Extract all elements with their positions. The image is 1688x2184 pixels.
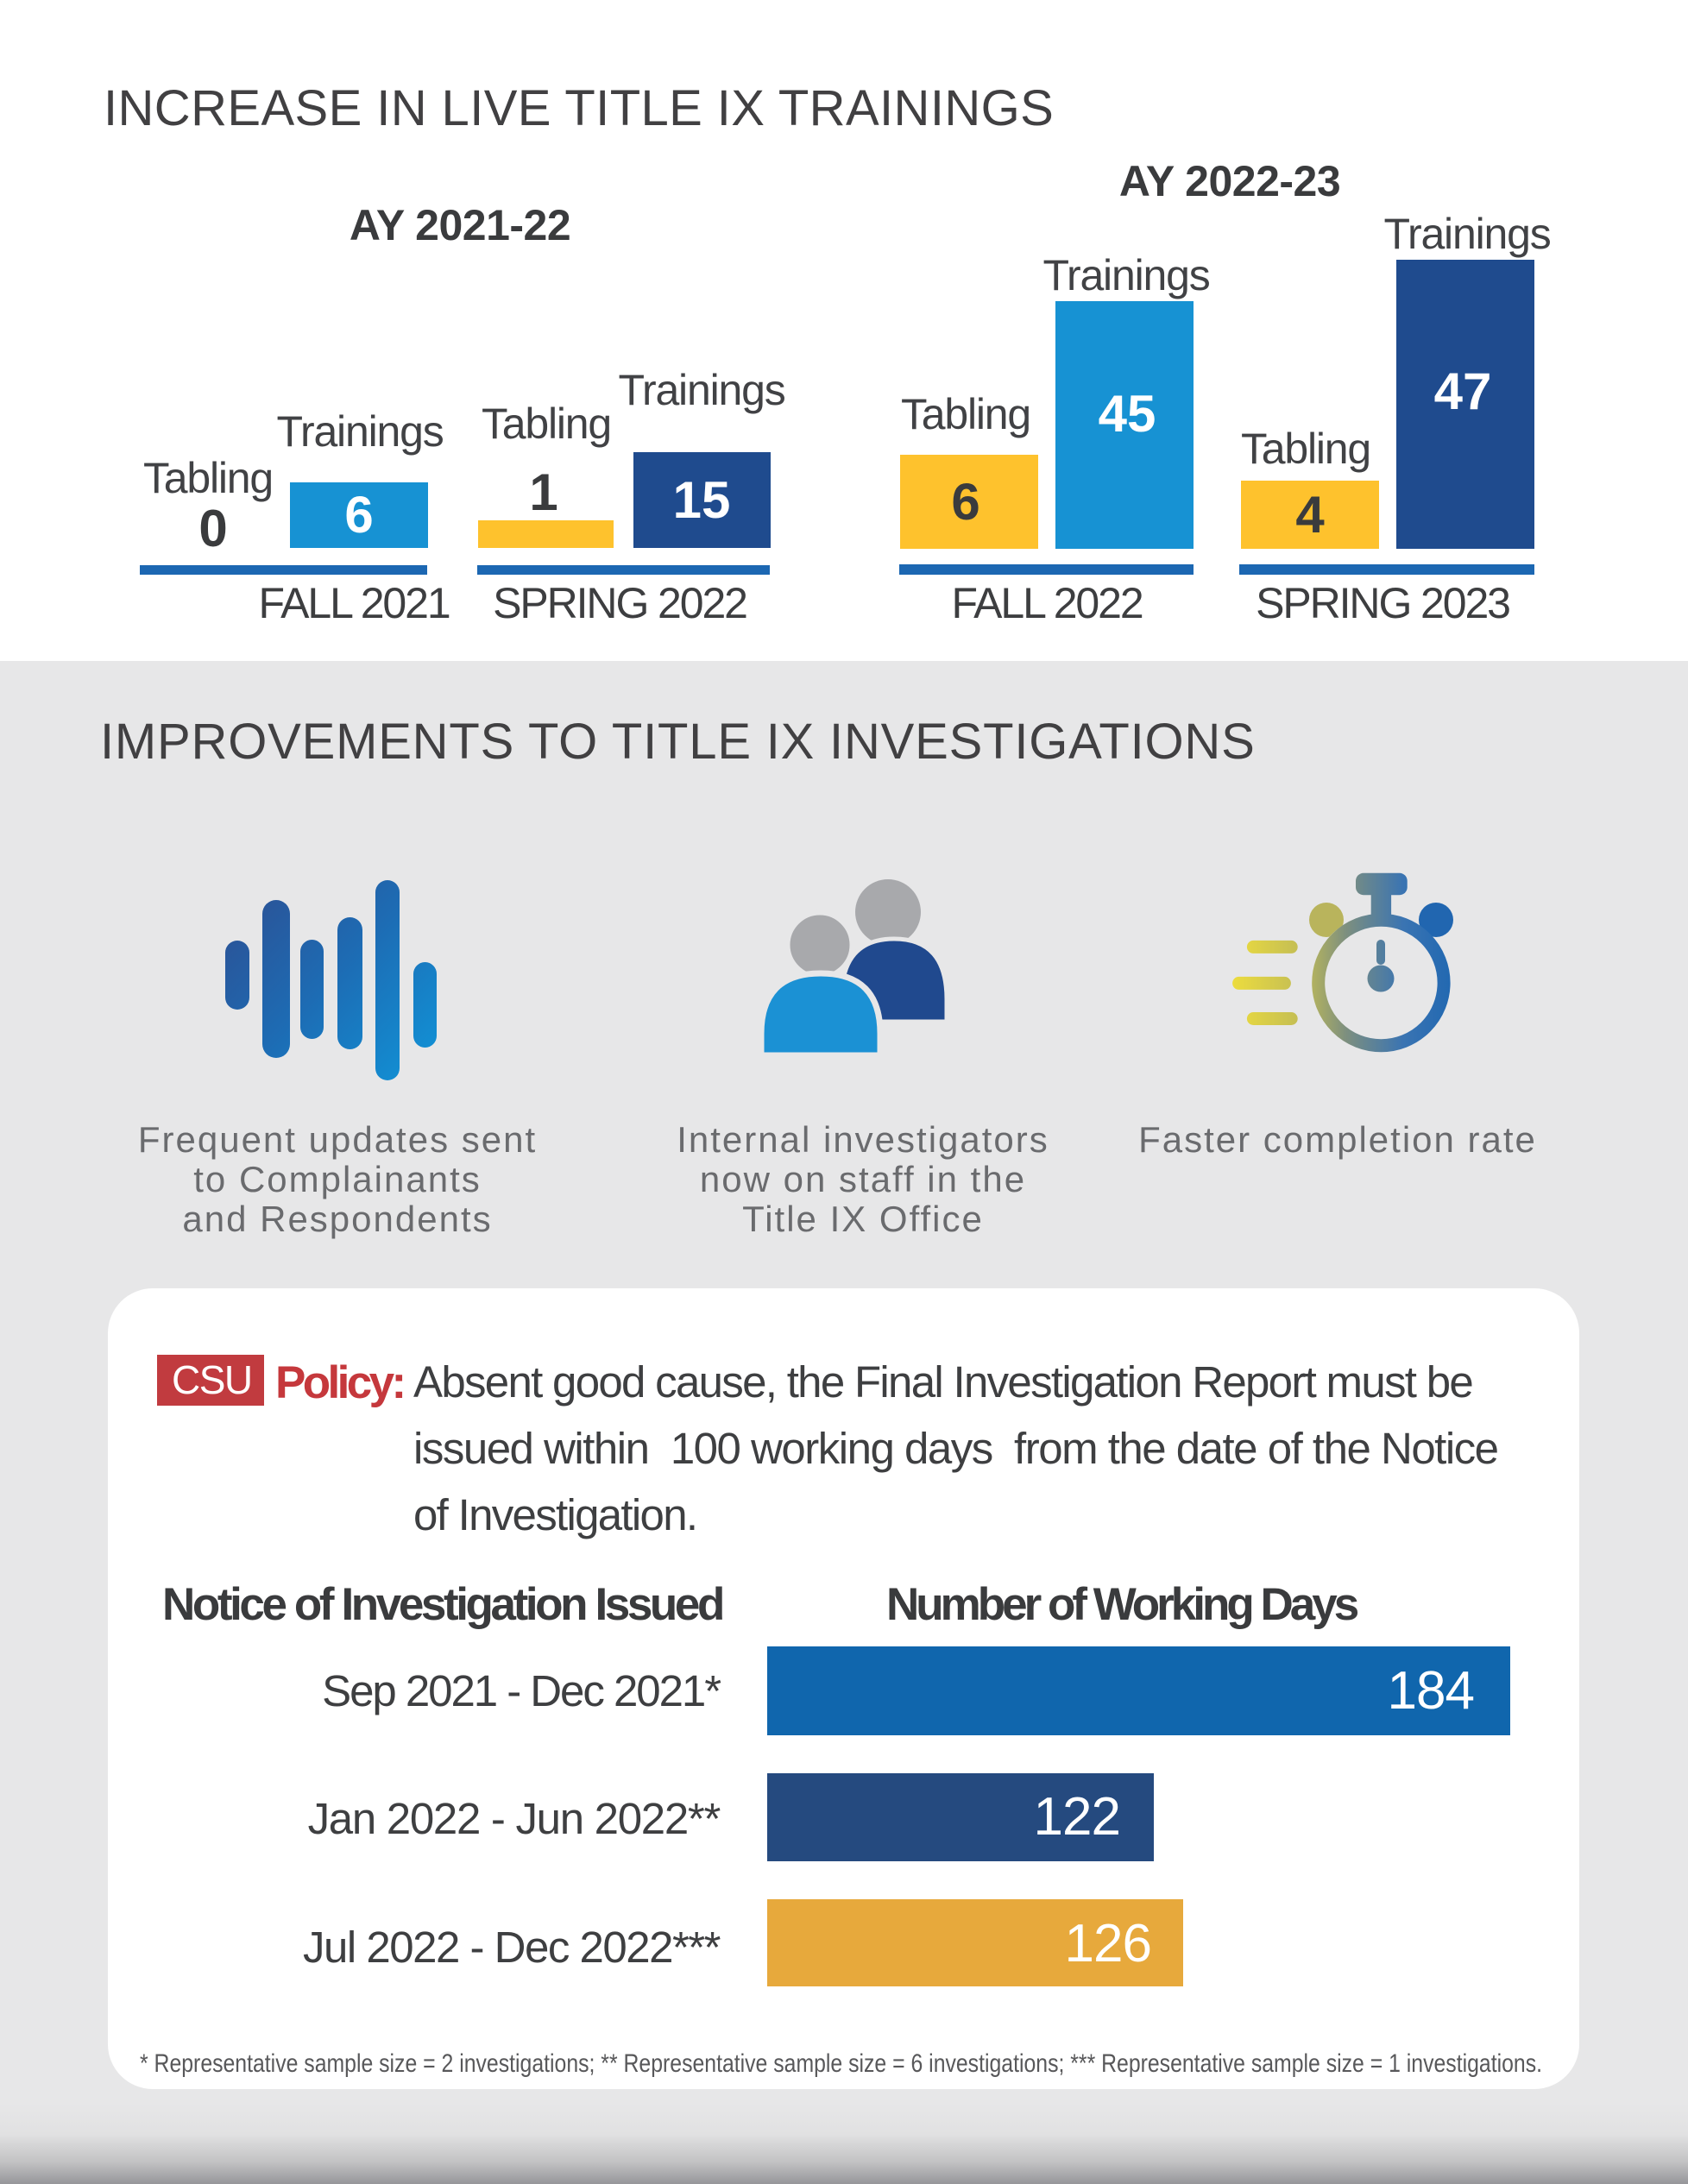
svg-text:* Representative sample size =: * Representative sample size = 2 investi… — [140, 2049, 1542, 2078]
